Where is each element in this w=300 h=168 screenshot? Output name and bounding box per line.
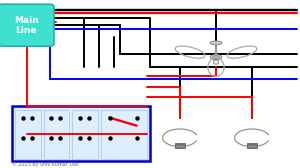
Bar [247, 143, 257, 148]
Bar [15, 110, 40, 159]
Bar [100, 110, 147, 159]
FancyBboxPatch shape [0, 4, 54, 46]
Bar [72, 110, 98, 159]
Text: Main
Line: Main Line [14, 15, 39, 35]
Ellipse shape [210, 41, 222, 45]
Ellipse shape [213, 60, 219, 64]
Bar [175, 143, 185, 148]
Bar [44, 110, 69, 159]
Text: © 2023 by Shiv Kumar Das: © 2023 by Shiv Kumar Das [12, 162, 79, 167]
Ellipse shape [210, 55, 222, 60]
Bar [12, 106, 150, 161]
Ellipse shape [213, 56, 219, 58]
